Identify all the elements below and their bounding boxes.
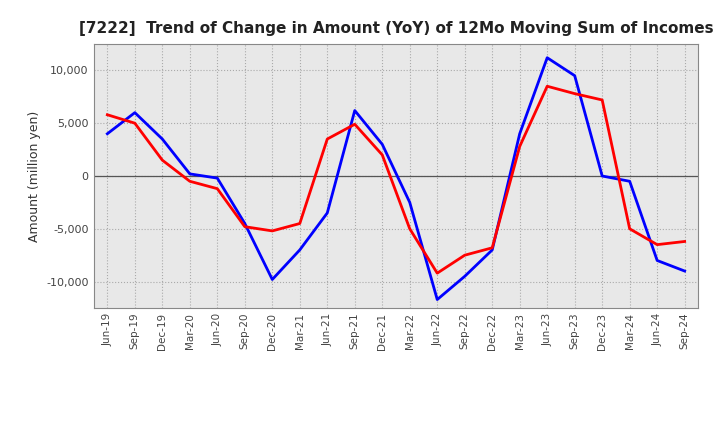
Net Income bbox=[488, 245, 497, 250]
Ordinary Income bbox=[626, 179, 634, 184]
Ordinary Income bbox=[680, 268, 689, 274]
Net Income bbox=[213, 186, 222, 191]
Ordinary Income bbox=[158, 136, 166, 142]
Ordinary Income bbox=[240, 221, 249, 226]
Net Income bbox=[570, 91, 579, 96]
Ordinary Income bbox=[405, 200, 414, 205]
Ordinary Income bbox=[653, 258, 662, 263]
Net Income bbox=[460, 253, 469, 258]
Net Income bbox=[378, 152, 387, 158]
Net Income bbox=[598, 97, 606, 103]
Line: Ordinary Income: Ordinary Income bbox=[107, 58, 685, 300]
Ordinary Income bbox=[186, 171, 194, 176]
Net Income bbox=[516, 144, 524, 149]
Title: [7222]  Trend of Change in Amount (YoY) of 12Mo Moving Sum of Incomes: [7222] Trend of Change in Amount (YoY) o… bbox=[78, 21, 714, 36]
Net Income bbox=[103, 112, 112, 117]
Net Income bbox=[680, 239, 689, 244]
Net Income bbox=[543, 84, 552, 89]
Ordinary Income bbox=[213, 176, 222, 181]
Net Income bbox=[653, 242, 662, 247]
Ordinary Income bbox=[598, 173, 606, 179]
Ordinary Income bbox=[433, 297, 441, 302]
Net Income bbox=[268, 228, 276, 234]
Ordinary Income bbox=[488, 247, 497, 253]
Ordinary Income bbox=[516, 131, 524, 136]
Ordinary Income bbox=[460, 274, 469, 279]
Net Income bbox=[323, 136, 332, 142]
Ordinary Income bbox=[268, 277, 276, 282]
Net Income bbox=[240, 224, 249, 229]
Net Income bbox=[186, 179, 194, 184]
Ordinary Income bbox=[130, 110, 139, 115]
Net Income bbox=[158, 158, 166, 163]
Ordinary Income bbox=[378, 142, 387, 147]
Ordinary Income bbox=[103, 131, 112, 136]
Net Income bbox=[433, 271, 441, 276]
Ordinary Income bbox=[295, 247, 304, 253]
Net Income bbox=[295, 221, 304, 226]
Ordinary Income bbox=[323, 210, 332, 216]
Ordinary Income bbox=[351, 108, 359, 113]
Net Income bbox=[626, 226, 634, 231]
Net Income bbox=[351, 121, 359, 127]
Ordinary Income bbox=[543, 55, 552, 60]
Y-axis label: Amount (million yen): Amount (million yen) bbox=[27, 110, 41, 242]
Line: Net Income: Net Income bbox=[107, 86, 685, 273]
Net Income bbox=[405, 226, 414, 231]
Net Income bbox=[130, 121, 139, 126]
Ordinary Income bbox=[570, 73, 579, 78]
